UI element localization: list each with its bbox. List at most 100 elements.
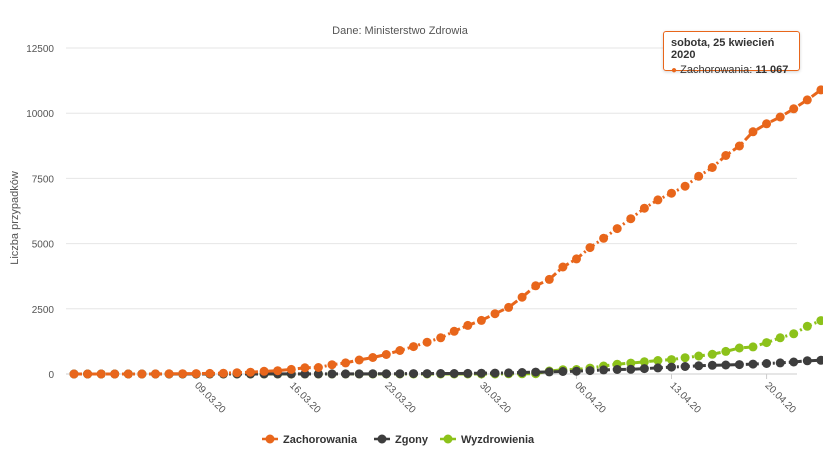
data-point[interactable] — [476, 368, 486, 378]
data-point[interactable] — [762, 359, 772, 368]
data-point[interactable] — [422, 369, 432, 379]
data-point[interactable] — [694, 351, 704, 361]
data-point[interactable] — [436, 369, 446, 378]
data-point[interactable] — [734, 343, 744, 353]
data-point[interactable] — [463, 320, 473, 330]
data-point[interactable] — [313, 363, 323, 372]
data-point[interactable] — [612, 224, 622, 234]
data-point[interactable] — [694, 361, 704, 371]
data-point[interactable] — [653, 195, 663, 205]
data-point[interactable] — [517, 292, 527, 302]
data-point[interactable] — [721, 151, 731, 160]
data-point[interactable] — [721, 360, 731, 370]
data-point[interactable] — [789, 104, 799, 114]
data-point[interactable] — [368, 369, 378, 379]
data-point[interactable] — [707, 360, 717, 370]
data-point[interactable] — [639, 364, 649, 374]
data-point[interactable] — [544, 274, 554, 284]
data-point[interactable] — [232, 368, 242, 378]
data-point[interactable] — [748, 359, 758, 369]
data-point[interactable] — [517, 368, 527, 377]
data-point[interactable] — [286, 364, 296, 374]
data-point[interactable] — [504, 368, 514, 378]
data-point[interactable] — [667, 355, 676, 365]
data-point[interactable] — [680, 181, 690, 191]
data-point[interactable] — [354, 355, 364, 365]
data-point[interactable] — [707, 163, 717, 172]
data-point[interactable] — [775, 112, 785, 122]
data-point[interactable] — [599, 365, 609, 375]
data-point[interactable] — [762, 338, 772, 348]
legend-item-wyzdrowienia[interactable]: Wyzdrowienia — [440, 434, 535, 446]
data-point[interactable] — [395, 369, 405, 379]
data-point[interactable] — [748, 342, 758, 352]
data-point[interactable] — [409, 369, 418, 379]
data-point[interactable] — [409, 342, 418, 352]
data-point[interactable] — [707, 349, 717, 359]
data-point[interactable] — [246, 367, 255, 377]
data-point[interactable] — [137, 369, 147, 379]
data-point[interactable] — [218, 368, 228, 378]
data-point[interactable] — [572, 254, 581, 264]
data-point[interactable] — [680, 362, 690, 371]
legend[interactable]: Zachorowania Zgony Wyzdrowienia — [262, 434, 535, 446]
data-point[interactable] — [341, 358, 351, 368]
data-point[interactable] — [83, 369, 93, 379]
data-point[interactable] — [558, 367, 568, 376]
data-point[interactable] — [802, 321, 812, 331]
data-point[interactable] — [476, 315, 486, 325]
data-point[interactable] — [653, 363, 663, 373]
data-point[interactable] — [816, 355, 823, 365]
data-point[interactable] — [639, 203, 649, 213]
data-point[interactable] — [694, 171, 704, 181]
data-point[interactable] — [626, 358, 636, 368]
data-point[interactable] — [789, 357, 799, 367]
data-point[interactable] — [354, 369, 364, 379]
legend-item-zachorowania[interactable]: Zachorowania — [262, 434, 358, 446]
data-point[interactable] — [667, 362, 676, 372]
data-point[interactable] — [463, 368, 473, 378]
data-point[interactable] — [69, 369, 79, 379]
data-point[interactable] — [449, 326, 459, 336]
data-point[interactable] — [273, 366, 283, 376]
data-point[interactable] — [612, 365, 622, 374]
data-point[interactable] — [653, 356, 663, 365]
data-point[interactable] — [313, 369, 323, 379]
data-point[interactable] — [96, 369, 106, 379]
data-point[interactable] — [164, 369, 174, 379]
data-point[interactable] — [436, 333, 446, 343]
data-point[interactable] — [734, 141, 744, 151]
data-point[interactable] — [626, 364, 636, 374]
data-point[interactable] — [639, 357, 649, 367]
data-point[interactable] — [748, 127, 758, 137]
data-point[interactable] — [544, 367, 554, 377]
data-point[interactable] — [123, 369, 133, 379]
data-point[interactable] — [110, 369, 120, 379]
data-point[interactable] — [572, 366, 581, 376]
data-point[interactable] — [585, 243, 595, 253]
data-point[interactable] — [531, 281, 541, 291]
data-point[interactable] — [802, 356, 812, 366]
data-point[interactable] — [816, 316, 823, 326]
data-point[interactable] — [775, 333, 785, 343]
data-point[interactable] — [381, 350, 391, 359]
data-point[interactable] — [259, 366, 269, 376]
data-point[interactable] — [327, 369, 337, 379]
data-point[interactable] — [422, 337, 432, 347]
data-point[interactable] — [721, 346, 731, 356]
data-point[interactable] — [667, 188, 676, 198]
data-point[interactable] — [341, 369, 351, 379]
data-point[interactable] — [151, 369, 160, 379]
data-point[interactable] — [816, 85, 823, 95]
data-point[interactable] — [762, 119, 772, 129]
data-point[interactable] — [300, 363, 310, 373]
data-point[interactable] — [558, 262, 568, 272]
data-point[interactable] — [205, 368, 215, 378]
data-point[interactable] — [734, 360, 744, 370]
data-point[interactable] — [191, 369, 201, 379]
data-point[interactable] — [789, 329, 799, 339]
data-point[interactable] — [599, 233, 609, 243]
data-point[interactable] — [531, 367, 541, 377]
data-point[interactable] — [368, 353, 378, 362]
data-point[interactable] — [490, 368, 500, 378]
